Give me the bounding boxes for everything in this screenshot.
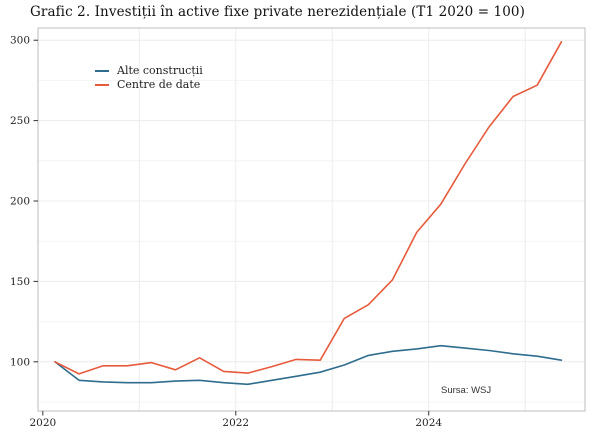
plot-frame xyxy=(37,27,586,412)
x-axis-tick-label: 2020 xyxy=(29,417,56,429)
y-axis-tick-label: 250 xyxy=(10,115,30,127)
legend-item-alte-constructii: Alte construcții xyxy=(95,64,203,77)
y-axis-tick-label: 200 xyxy=(10,196,30,208)
gridlines xyxy=(38,28,585,411)
legend-swatch-centre-de-date xyxy=(95,83,109,86)
legend-label-centre-de-date: Centre de date xyxy=(117,78,201,91)
legend-item-centre-de-date: Centre de date xyxy=(95,78,203,91)
y-axis-tick-label: 300 xyxy=(10,35,30,47)
legend: Alte construcții Centre de date xyxy=(95,64,203,91)
chart-title: Grafic 2. Investiții în active fixe priv… xyxy=(30,4,525,20)
legend-swatch-alte-constructii xyxy=(95,69,109,72)
series-line-centre-de-date xyxy=(54,40,563,375)
x-axis-tick-label: 2024 xyxy=(415,417,442,429)
source-label: Sursa: WSJ xyxy=(441,385,492,396)
legend-label-alte-constructii: Alte construcții xyxy=(117,64,203,77)
y-axis-tick-label: 100 xyxy=(10,356,30,368)
x-axis-tick-label: 2022 xyxy=(222,417,249,429)
series-line-alte-constructii xyxy=(54,344,563,386)
axis-ticks xyxy=(33,39,430,416)
y-axis-tick-label: 150 xyxy=(10,276,30,288)
